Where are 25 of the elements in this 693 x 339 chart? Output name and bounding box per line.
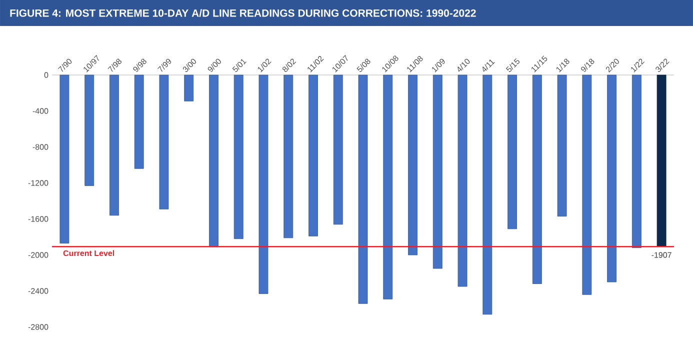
ref-line-label: Current Level (63, 250, 114, 256)
x-tick-label: 8/02 (282, 58, 296, 72)
x-tick-label: 5/08 (356, 58, 370, 72)
x-tick-label: 9/18 (581, 58, 594, 72)
x-tick-label: 7/99 (157, 58, 172, 72)
y-tick-label: -800 (32, 144, 48, 150)
y-tick-label: -2400 (28, 288, 48, 294)
y-tick-label: -1200 (28, 180, 48, 186)
x-tick-label: 4/10 (458, 58, 470, 72)
y-tick-label: 0 (44, 72, 48, 78)
x-tick-label: 9/98 (133, 58, 146, 72)
x-tick-label: 3/00 (182, 58, 196, 72)
y-tick-label: -400 (32, 108, 48, 114)
x-tick-label: 3/22 (656, 58, 670, 72)
x-tick-label: 5/01 (232, 59, 246, 72)
x-tick-label: 9/00 (208, 58, 221, 72)
x-tick-label: 7/90 (58, 58, 72, 72)
x-tick-label: 5/15 (506, 58, 520, 72)
y-tick-label: -2000 (28, 252, 48, 258)
y-tick-label: -2800 (28, 324, 48, 330)
x-tick-label: 7/98 (108, 58, 122, 72)
data-label: -1907 (652, 252, 672, 258)
x-tick-label: 4/11 (482, 60, 495, 72)
y-tick-label: -1600 (28, 216, 48, 222)
chart-title: FIGURE 4: MOST EXTREME 10-DAY A/D LINE READINGS DURING CORRECTIONS: 1990-2022 (10, 9, 476, 17)
